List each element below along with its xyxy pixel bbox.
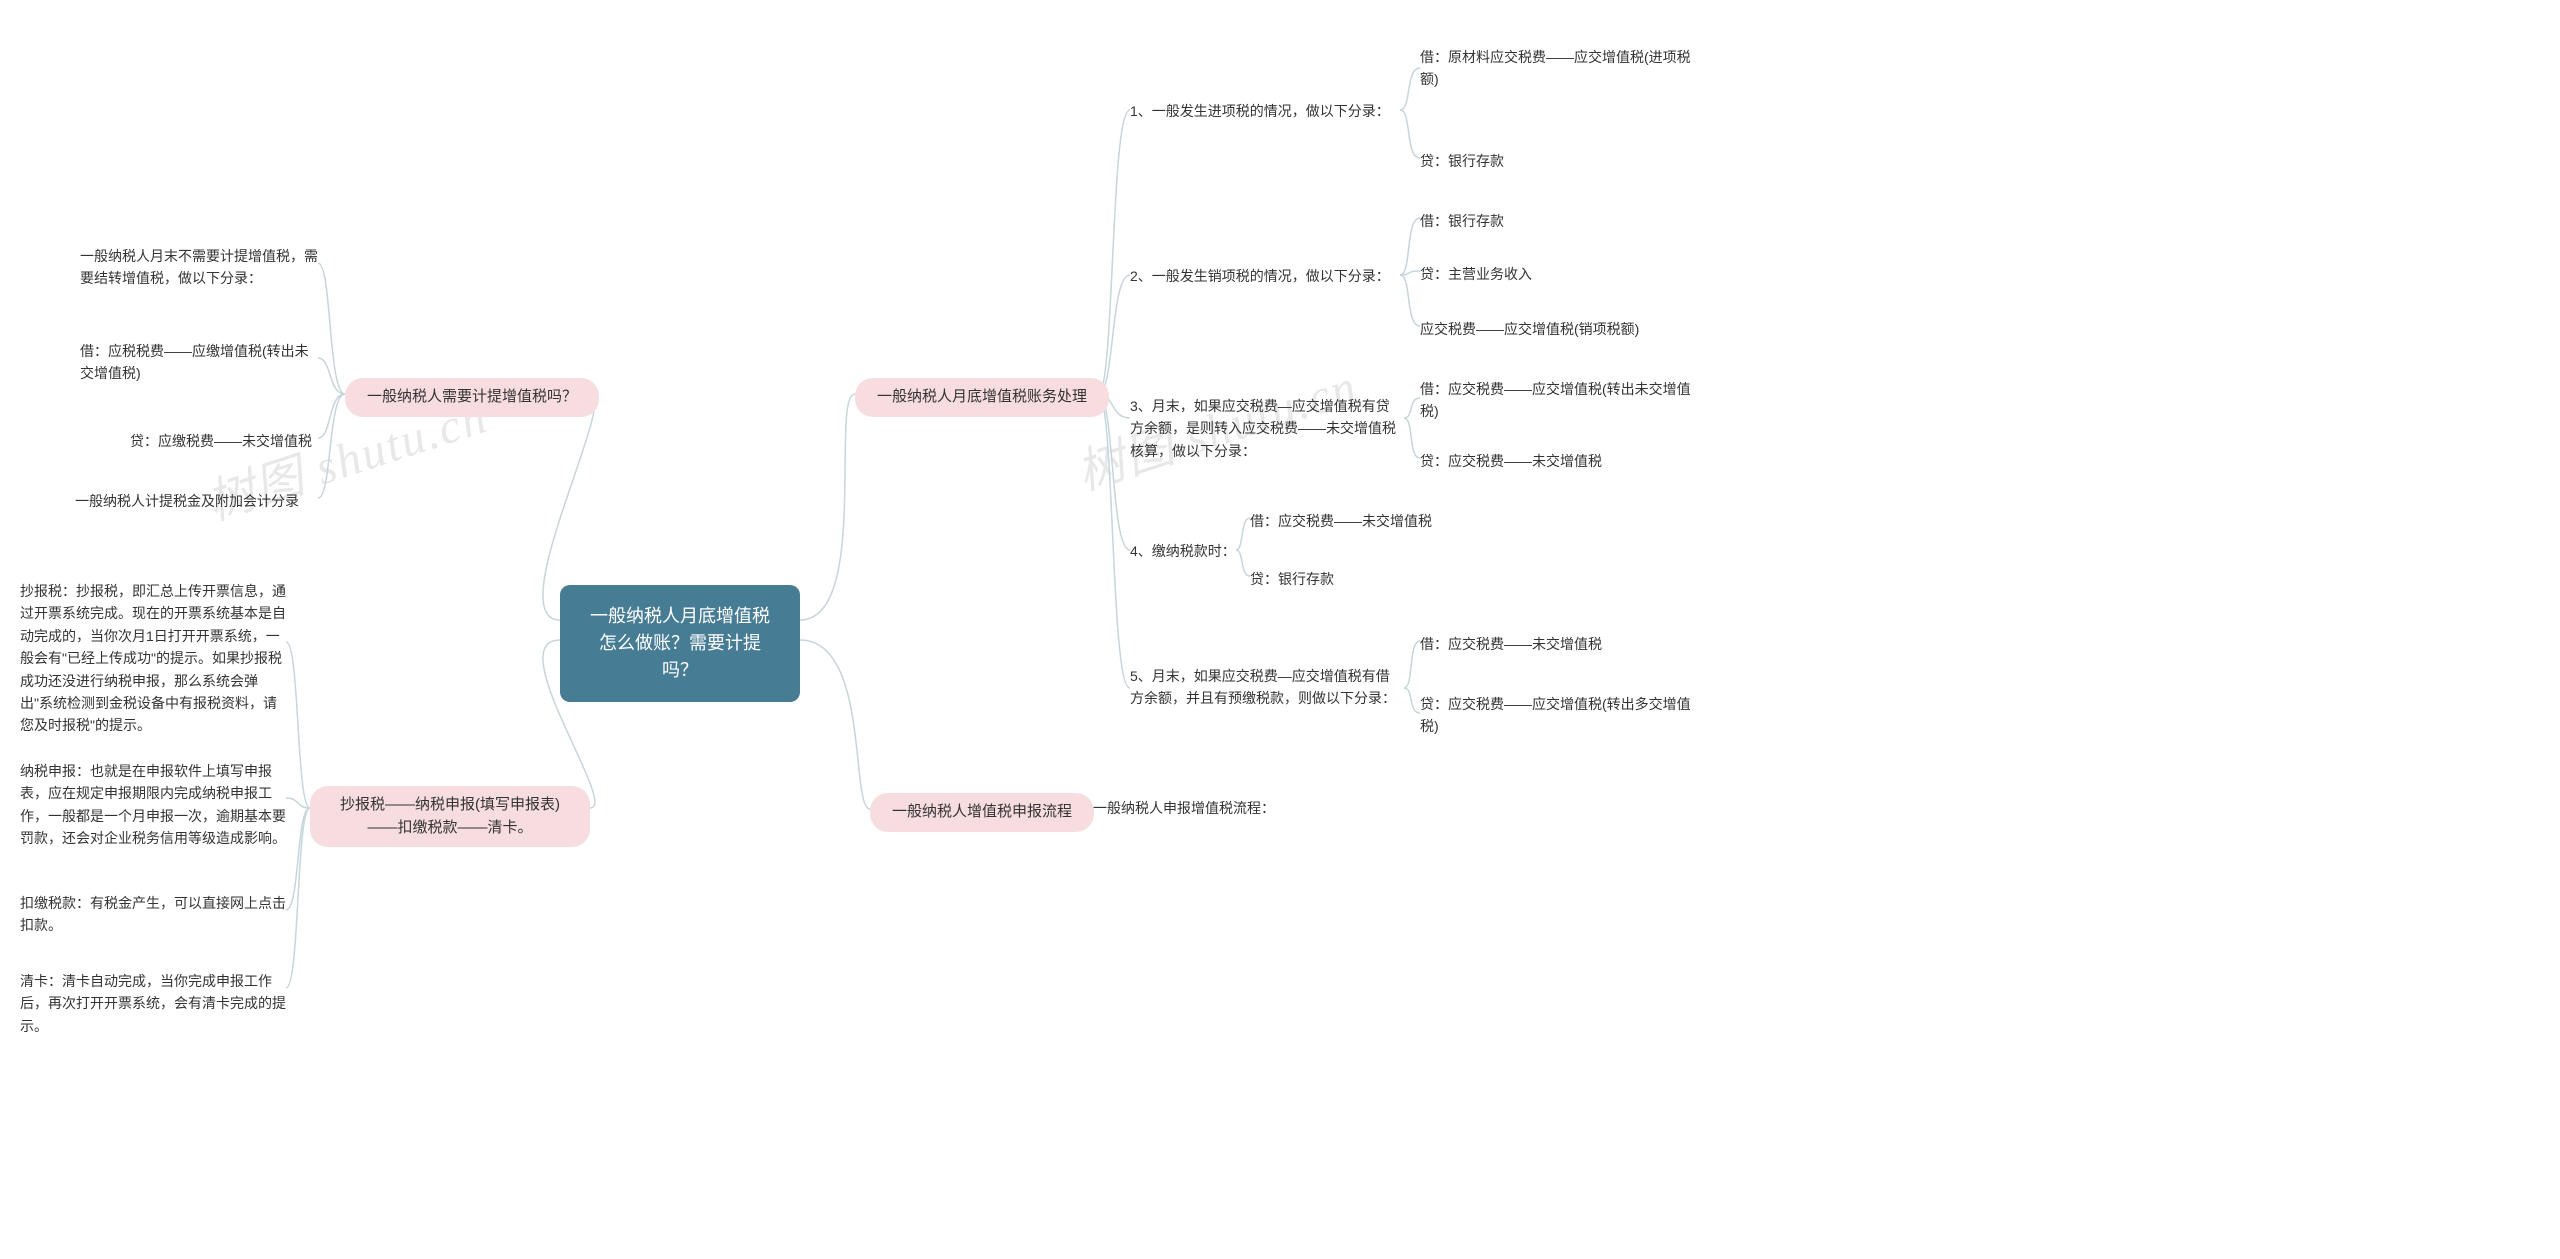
subleaf-r1-1-2: 应交税费——应交增值税(销项税额) bbox=[1420, 318, 1639, 340]
branch-r2: 一般纳税人增值税申报流程 bbox=[870, 793, 1094, 832]
branch-l2: 抄报税——纳税申报(填写申报表)——扣缴税款——清卡。 bbox=[310, 786, 590, 847]
subleaf-r1-1-1: 贷：主营业务收入 bbox=[1420, 263, 1532, 285]
leaf-l2-0: 抄报税：抄报税，即汇总上传开票信息，通过开票系统完成。现在的开票系统基本是自动完… bbox=[20, 580, 288, 737]
subleaf-r1-3-0: 借：应交税费——未交增值税 bbox=[1250, 510, 1432, 532]
subleaf-r1-1-0: 借：银行存款 bbox=[1420, 210, 1504, 232]
leaf-l1-1: 借：应税税费——应缴增值税(转出未交增值税) bbox=[80, 340, 320, 385]
subleaf-r1-4-0: 借：应交税费——未交增值税 bbox=[1420, 633, 1602, 655]
leaf-l1-3: 一般纳税人计提税金及附加会计分录 bbox=[75, 490, 299, 512]
branch-l1: 一般纳税人需要计提增值税吗？ bbox=[345, 378, 599, 417]
leaf-l2-1: 纳税申报：也就是在申报软件上填写申报表，应在规定申报期限内完成纳税申报工作，一般… bbox=[20, 760, 288, 850]
connector-layer bbox=[0, 0, 2560, 1259]
leaf-l2-3: 清卡：清卡自动完成，当你完成申报工作后，再次打开开票系统，会有清卡完成的提示。 bbox=[20, 970, 288, 1037]
subleaf-r1-0-0: 借：原材料应交税费——应交增值税(进项税额) bbox=[1420, 46, 1700, 91]
leaf-l2-2: 扣缴税款：有税金产生，可以直接网上点击扣款。 bbox=[20, 892, 288, 937]
leaf-r1-4: 5、月末，如果应交税费—应交增值税有借方余额，并且有预缴税款，则做以下分录： bbox=[1130, 665, 1400, 710]
subleaf-r1-2-0: 借：应交税费——应交增值税(转出未交增值税) bbox=[1420, 378, 1700, 423]
subleaf-r1-2-1: 贷：应交税费——未交增值税 bbox=[1420, 450, 1602, 472]
subleaf-r1-0-1: 贷：银行存款 bbox=[1420, 150, 1504, 172]
subleaf-r1-3-1: 贷：银行存款 bbox=[1250, 568, 1334, 590]
leaf-l1-0: 一般纳税人月末不需要计提增值税，需要结转增值税，做以下分录： bbox=[80, 245, 320, 290]
leaf-r1-0: 1、一般发生进项税的情况，做以下分录： bbox=[1130, 100, 1390, 122]
leaf-l1-2: 贷：应缴税费——未交增值税 bbox=[130, 430, 312, 452]
leaf-r1-2: 3、月末，如果应交税费—应交增值税有贷方余额，是则转入应交税费——未交增值税核算… bbox=[1130, 395, 1400, 462]
leaf-r1-1: 2、一般发生销项税的情况，做以下分录： bbox=[1130, 265, 1390, 287]
leaf-r2-0: 一般纳税人申报增值税流程： bbox=[1093, 797, 1275, 819]
mindmap-root: 一般纳税人月底增值税怎么做账？需要计提吗？ bbox=[560, 585, 800, 702]
subleaf-r1-4-1: 贷：应交税费——应交增值税(转出多交增值税) bbox=[1420, 693, 1700, 738]
branch-r1: 一般纳税人月底增值税账务处理 bbox=[855, 378, 1109, 417]
leaf-r1-3: 4、缴纳税款时： bbox=[1130, 540, 1236, 562]
